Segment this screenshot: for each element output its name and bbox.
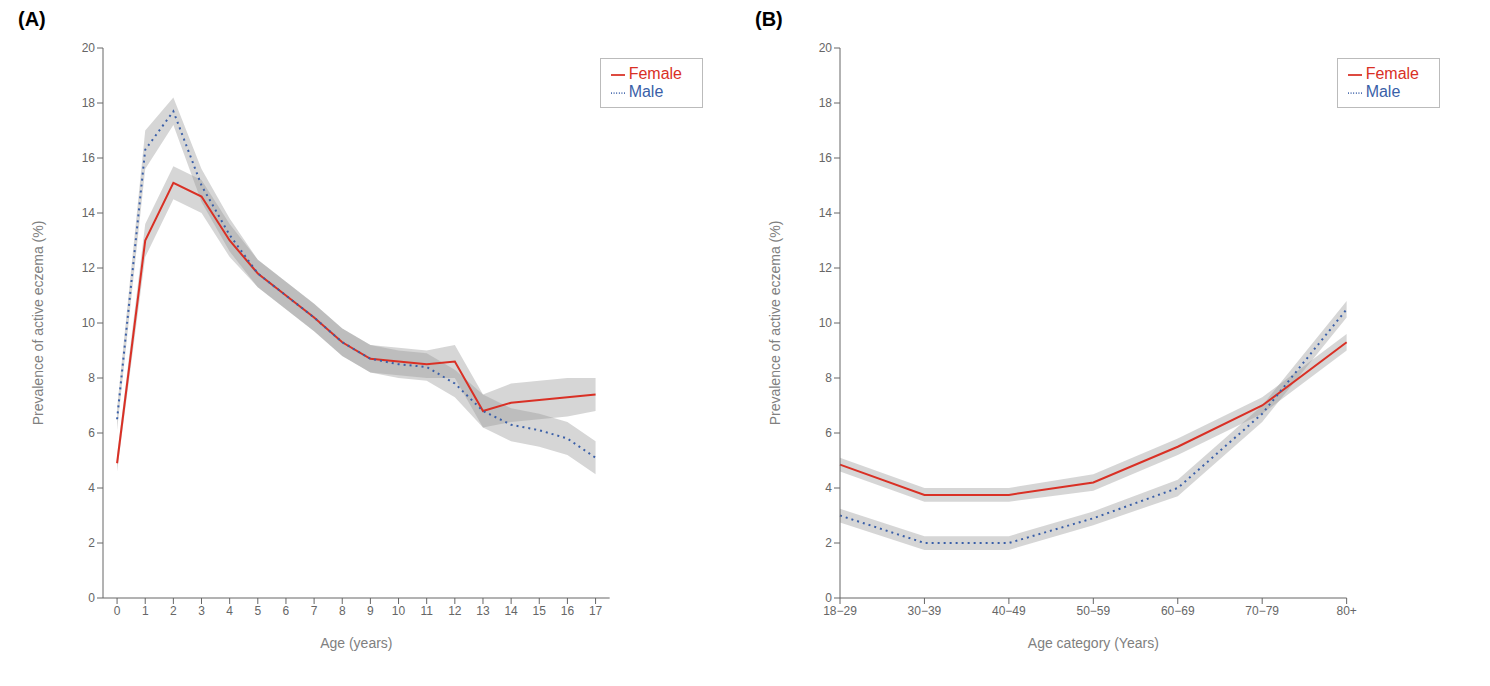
html-text:Female: Female	[628, 65, 682, 82]
svg-text:0: 0	[114, 604, 121, 618]
svg-text:7: 7	[311, 604, 318, 618]
svg-text:12: 12	[82, 261, 96, 275]
svg-text:18−29: 18−29	[823, 604, 857, 618]
svg-text:14: 14	[819, 206, 833, 220]
svg-text:0: 0	[88, 591, 95, 605]
svg-text:6: 6	[825, 426, 832, 440]
svg-text:9: 9	[367, 604, 374, 618]
svg-text:11: 11	[420, 604, 433, 618]
svg-text:15: 15	[533, 604, 547, 618]
svg-text:Age (years): Age (years)	[320, 635, 392, 651]
svg-text:16: 16	[561, 604, 575, 618]
svg-text:17: 17	[589, 604, 603, 618]
svg-text:20: 20	[82, 41, 96, 55]
svg-text:18: 18	[819, 96, 833, 110]
svg-text:50−59: 50−59	[1076, 604, 1110, 618]
svg-text:12: 12	[448, 604, 462, 618]
svg-text:4: 4	[226, 604, 233, 618]
svg-text:80+: 80+	[1336, 604, 1356, 618]
svg-text:12: 12	[819, 261, 833, 275]
svg-text:Prevalence of active eczema (%: Prevalence of active eczema (%)	[767, 221, 783, 426]
svg-text:14: 14	[82, 206, 96, 220]
svg-text:70−79: 70−79	[1245, 604, 1279, 618]
svg-text:14: 14	[504, 604, 518, 618]
svg-text:Prevalence of active eczema (%: Prevalence of active eczema (%)	[30, 221, 46, 426]
svg-text:13: 13	[476, 604, 490, 618]
html-text:Male: Male	[1365, 83, 1401, 100]
html-text:Male: Male	[628, 83, 664, 100]
html-text:(B): (B)	[755, 8, 783, 30]
svg-text:2: 2	[825, 536, 832, 550]
svg-text:18: 18	[82, 96, 96, 110]
svg-text:Age category (Years): Age category (Years)	[1028, 635, 1159, 651]
svg-text:8: 8	[339, 604, 346, 618]
svg-text:20: 20	[819, 41, 833, 55]
svg-text:10: 10	[82, 316, 96, 330]
svg-text:16: 16	[82, 151, 96, 165]
svg-text:40−49: 40−49	[992, 604, 1026, 618]
svg-text:10: 10	[819, 316, 833, 330]
svg-text:4: 4	[825, 481, 832, 495]
svg-text:6: 6	[283, 604, 290, 618]
html-text:Female: Female	[1365, 65, 1419, 82]
svg-text:4: 4	[88, 481, 95, 495]
svg-text:0: 0	[825, 591, 832, 605]
svg-text:60−69: 60−69	[1161, 604, 1195, 618]
svg-text:3: 3	[198, 604, 205, 618]
html-text:(A): (A)	[18, 8, 46, 30]
svg-text:8: 8	[825, 371, 832, 385]
svg-text:10: 10	[392, 604, 406, 618]
svg-text:1: 1	[142, 604, 149, 618]
svg-text:5: 5	[254, 604, 261, 618]
svg-text:16: 16	[819, 151, 833, 165]
svg-text:30−39: 30−39	[908, 604, 942, 618]
svg-text:2: 2	[170, 604, 177, 618]
svg-text:8: 8	[88, 371, 95, 385]
svg-text:6: 6	[88, 426, 95, 440]
svg-text:2: 2	[88, 536, 95, 550]
